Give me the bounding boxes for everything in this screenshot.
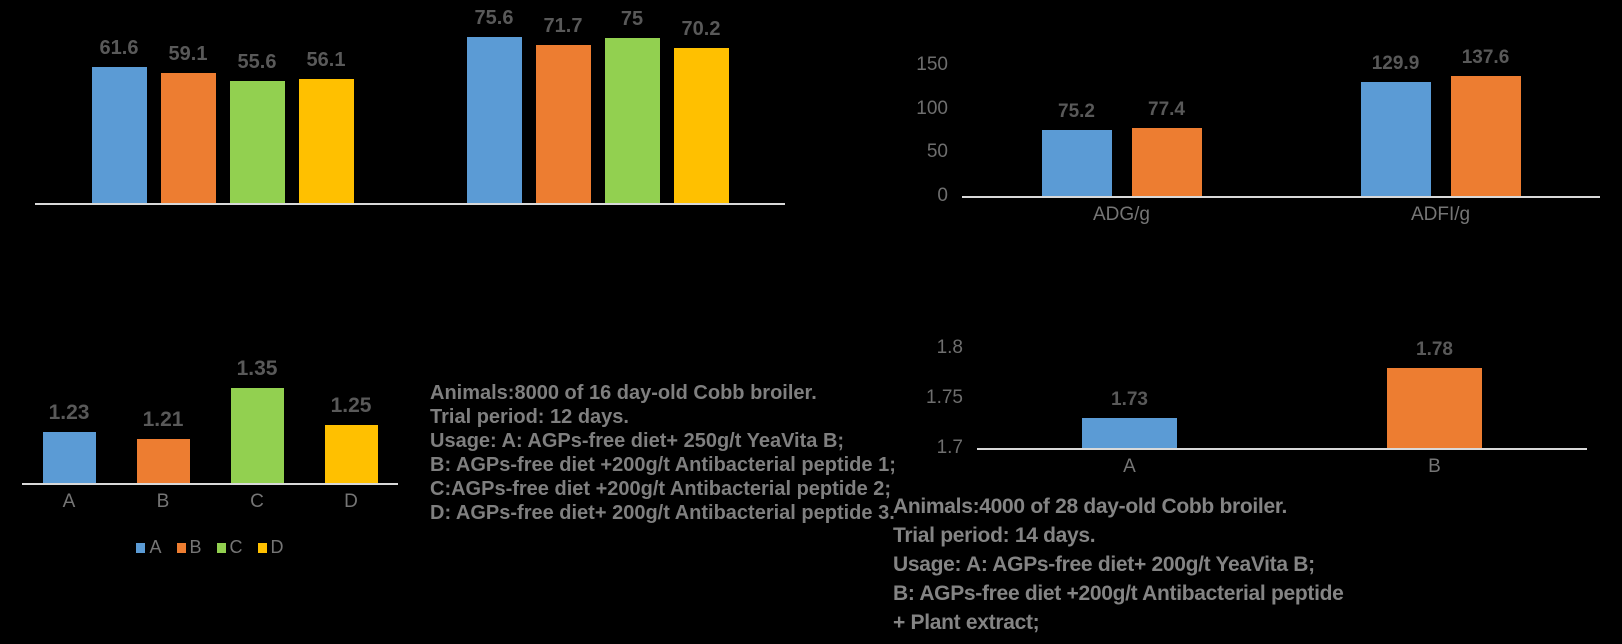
study1-notes: Animals:8000 of 16 day-old Cobb broiler.… [430,381,896,525]
data-label: 71.7 [543,15,583,38]
legend-item: C [216,537,243,558]
bar [229,80,285,203]
data-label: 137.6 [1461,46,1510,68]
chart-bottom-left-abcd: 1.23 A 1.21 B 1.35 C 1.25 D A B C D [15,355,415,590]
chart-legend: A B C D [22,537,398,558]
legend-swatch [136,542,146,553]
legend-swatch [216,542,226,553]
y-axis-tick: 150 [916,53,948,75]
bar [160,72,216,203]
category-label: ADG/g [1092,204,1151,225]
legend-label: B [189,537,202,557]
data-label: 129.9 [1371,53,1420,75]
bar [535,45,591,203]
y-axis-tick: 1.75 [926,387,963,408]
bar [1360,82,1431,196]
plot-area: 1.23 A 1.21 B 1.35 C 1.25 D [22,357,398,512]
study2-notes: Animals:4000 of 28 day-old Cobb broiler.… [893,492,1344,637]
legend-label: C [229,537,243,557]
data-label: 75.6 [474,6,514,29]
bar [1450,75,1521,196]
y-axis-tick: 0 [937,185,948,206]
note-line: + Plant extract; [893,611,1040,634]
category-label: A [62,491,76,512]
data-label: 61.6 [99,37,139,60]
data-label: 77.4 [1148,99,1185,121]
note-line: D: AGPs-free diet+ 200g/t Antibacterial … [430,502,895,524]
bar [466,36,522,203]
category-label: A [1123,456,1136,477]
note-line: Trial period: 14 days. [893,524,1096,547]
note-line: Animals:8000 of 16 day-old Cobb broiler. [430,382,817,404]
data-label: 75.2 [1058,101,1095,123]
data-label: 1.25 [330,393,372,417]
bar [324,424,378,483]
data-label: 1.35 [236,357,278,381]
legend-item: B [176,537,202,558]
bar [42,432,96,483]
data-label: 1.21 [142,408,184,432]
note-line: B: AGPs-free diet +200g/t Antibacterial … [893,582,1344,605]
legend-label: D [270,537,284,557]
legend-item: A [136,537,162,558]
chart-bottom-right-ab: 1.73 A 1.78 B 1.7 1.75 1.8 [888,328,1615,503]
note-line: C:AGPs-free diet +200g/t Antibacterial p… [430,478,892,500]
bar [298,79,354,203]
chart-top-left-grouped-bars: 61.6 59.1 55.6 56.1 75.6 71.7 75 70.2 [30,7,790,253]
category-label: C [250,491,264,512]
bar [604,37,660,203]
legend-swatch [176,542,186,553]
plot-area: 1.73 A 1.78 B 1.7 1.75 1.8 [926,328,1587,477]
bar [1082,418,1177,448]
category-label: ADFI/g [1410,204,1471,225]
y-axis-tick: 1.7 [936,437,963,458]
chart-adg-adfi: 75.2 77.4 ADG/g 129.9 137.6 ADFI/g 0 50 100 150 [888,25,1615,240]
note-line: Animals:4000 of 28 day-old Cobb broiler. [893,495,1288,518]
bar [1131,128,1202,196]
data-label: 1.73 [1111,389,1148,410]
category-label: D [344,491,358,512]
note-line: Usage: A: AGPs-free diet+ 200g/t YeaVita… [893,553,1315,576]
data-label: 1.23 [48,401,90,425]
bar [136,439,190,483]
data-label: 70.2 [681,18,721,41]
y-axis-tick: 100 [916,97,948,119]
legend-swatch [257,542,267,553]
bar [91,67,147,203]
legend-item: D [257,537,284,558]
bar [1041,130,1112,196]
bar [1387,368,1482,448]
bar [673,48,729,203]
plot-area: 61.6 59.1 55.6 56.1 75.6 71.7 75 70.2 [35,7,785,205]
data-label: 1.78 [1416,339,1453,360]
bar [230,388,284,483]
note-line: Usage: A: AGPs-free diet+ 250g/t YeaVita… [430,430,845,452]
legend-label: A [149,537,162,557]
y-axis-tick: 1.8 [936,337,963,358]
data-label: 56.1 [306,49,346,72]
note-line: B: AGPs-free diet +200g/t Antibacterial … [430,454,896,476]
plot-area: 75.2 77.4 ADG/g 129.9 137.6 ADFI/g 0 50 100 150 [916,47,1600,225]
data-label: 75 [620,7,644,30]
category-label: B [156,491,170,512]
y-axis-tick: 50 [926,141,948,163]
note-line: Trial period: 12 days. [430,406,629,428]
category-label: B [1428,456,1441,477]
data-label: 55.6 [237,50,277,73]
data-label: 59.1 [168,42,208,65]
